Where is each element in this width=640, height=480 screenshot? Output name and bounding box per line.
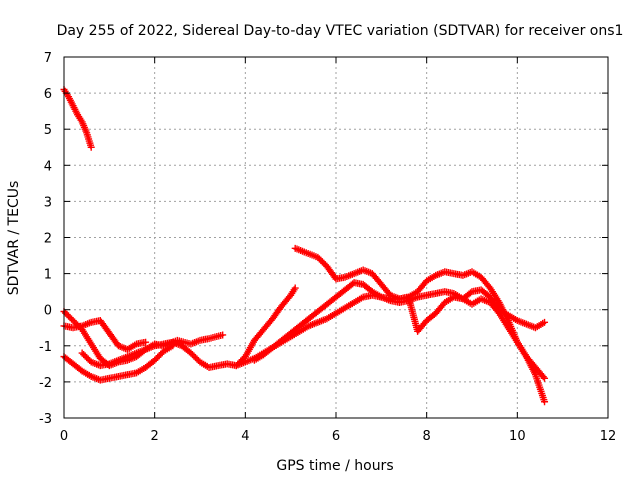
data-point (87, 143, 95, 151)
y-tick-label: -1 (39, 340, 52, 355)
y-tick-label: 7 (44, 51, 52, 66)
y-tick-label: -2 (39, 376, 52, 391)
y-tick-label: 1 (44, 268, 52, 283)
data-point (219, 331, 227, 339)
data-point (466, 289, 474, 297)
y-tick-label: 6 (44, 87, 52, 102)
series-trace-8 (250, 279, 549, 364)
grid-lines (64, 57, 608, 418)
y-tick-label: 5 (44, 123, 52, 138)
data-point (541, 374, 549, 382)
x-tick-label: 2 (151, 429, 159, 444)
data-point (541, 398, 549, 406)
x-tick-label: 10 (509, 429, 526, 444)
data-point (291, 284, 299, 292)
y-axis-title: SDTVAR / TECUs (6, 181, 22, 296)
x-axis-title: GPS time / hours (276, 458, 393, 474)
chart-title: Day 255 of 2022, Sidereal Day-to-day VTE… (57, 23, 624, 39)
x-tick-label: 0 (60, 429, 68, 444)
y-tick-label: 0 (44, 304, 52, 319)
y-tick-label: 2 (44, 232, 52, 247)
y-tick-label: 4 (44, 159, 52, 174)
x-tick-label: 4 (241, 429, 249, 444)
data-point (541, 318, 549, 326)
x-tick-label: 12 (600, 429, 617, 444)
data-point (142, 338, 150, 346)
data-marks (60, 85, 549, 406)
y-tick-label: -3 (39, 412, 52, 427)
x-tick-label: 6 (332, 429, 340, 444)
series-trace-4 (60, 317, 150, 353)
series-trace-3 (60, 342, 177, 384)
y-tick-label: 3 (44, 195, 52, 210)
series-trace-5 (78, 284, 299, 371)
x-tick-label: 8 (423, 429, 431, 444)
data-point (539, 373, 547, 381)
